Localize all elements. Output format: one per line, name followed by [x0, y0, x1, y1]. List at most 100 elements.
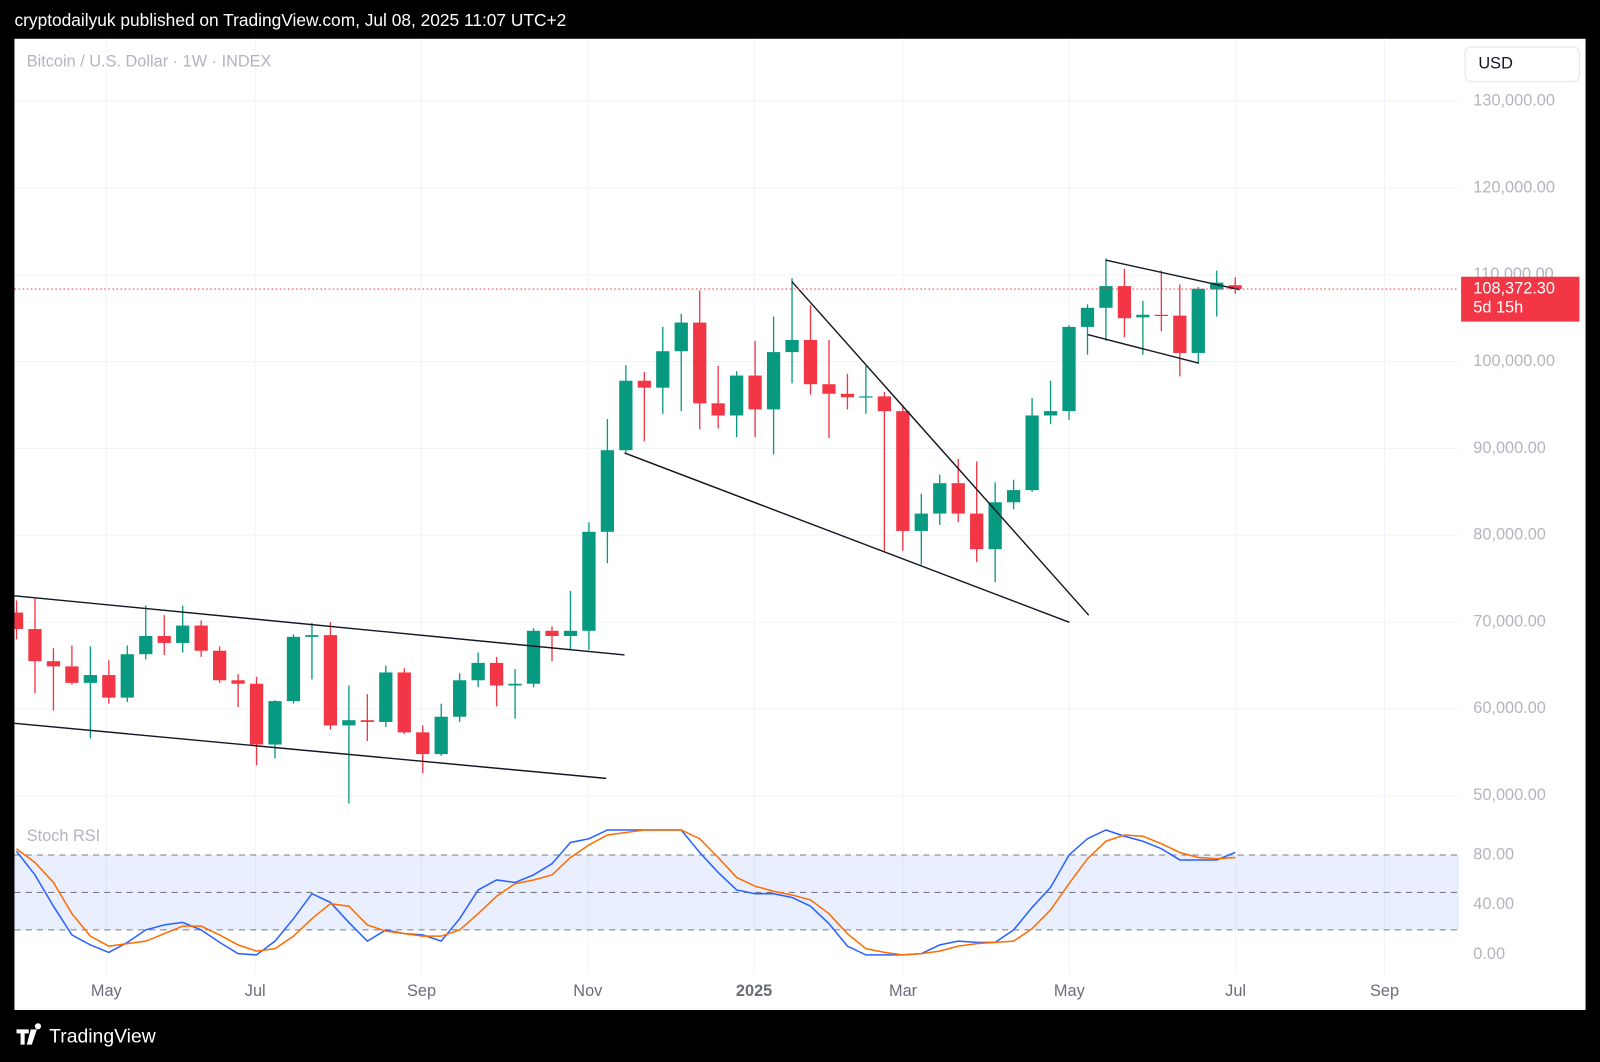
- y-tick-label: 80,000.00: [1473, 526, 1546, 544]
- x-tick-label: Sep: [1370, 982, 1399, 1000]
- footer-brand: TradingView: [49, 1026, 157, 1048]
- trendline: [791, 281, 1090, 616]
- candle-body: [933, 483, 947, 514]
- candle-body: [711, 403, 725, 416]
- candle-body: [914, 513, 928, 531]
- candle-body: [1210, 282, 1224, 290]
- stoch-line: [16, 829, 1236, 956]
- candle-body: [397, 672, 411, 733]
- stoch-band: [14, 854, 1460, 931]
- candle-body: [859, 396, 873, 398]
- candle-body: [1136, 314, 1150, 318]
- stoch-line: [15, 829, 1236, 956]
- candle-body: [951, 483, 965, 514]
- candle-body: [508, 683, 522, 686]
- candle-body: [212, 650, 227, 681]
- trendline: [624, 452, 1070, 623]
- candle-body: [434, 716, 448, 755]
- candle-body: [1006, 490, 1021, 503]
- stoch-tick-label: 40.00: [1473, 895, 1514, 913]
- trendline: [14, 595, 625, 656]
- chart-title: Bitcoin / U.S. Dollar · 1W · INDEX: [27, 53, 272, 71]
- candle-body: [1173, 315, 1187, 353]
- candle-body: [453, 680, 467, 717]
- indicator-title: Stoch RSI: [27, 827, 100, 845]
- header-text: cryptodailyuk published on TradingView.c…: [14, 10, 566, 30]
- last-price: 108,372.30 5d 15h: [14, 276, 1580, 322]
- trendline: [1105, 259, 1240, 291]
- y-tick-label: 120,000.00: [1473, 178, 1555, 196]
- candle-body: [194, 625, 208, 651]
- x-tick-label: Jul: [1225, 982, 1246, 1000]
- candle-body: [1043, 411, 1058, 416]
- stoch-tick-label: 0.00: [1473, 945, 1505, 963]
- x-tick-label: Nov: [573, 982, 603, 1000]
- candle-body: [656, 351, 670, 388]
- x-tick-label: Mar: [889, 982, 918, 1000]
- candle-body: [249, 683, 264, 745]
- candle-body: [14, 612, 24, 630]
- candle-body: [1191, 288, 1205, 353]
- candle-body: [730, 375, 744, 416]
- candle-body: [600, 450, 615, 532]
- candle-body: [120, 654, 134, 698]
- candle-body: [877, 396, 891, 412]
- candle-body: [748, 375, 762, 410]
- candle-body: [803, 339, 818, 385]
- candle-body: [1062, 326, 1076, 412]
- candle-body: [231, 680, 245, 684]
- candle-body: [360, 720, 374, 722]
- candle-body: [157, 635, 171, 643]
- candle-body: [1099, 286, 1113, 308]
- chart-area: [14, 38, 1586, 1010]
- candle-body: [693, 322, 707, 404]
- candle-body: [102, 675, 116, 698]
- candle-body: [970, 513, 984, 550]
- candle-body: [1154, 314, 1168, 316]
- stoch-tick-label: 80.00: [1473, 845, 1514, 863]
- axis-labels: 50,000.00 60,000.00 70,000.00 80,000.00 90,0…: [91, 92, 1555, 1000]
- candle-body: [1228, 285, 1242, 289]
- candles: [14, 258, 1242, 804]
- candle-body: [46, 661, 61, 667]
- candle-body: [83, 675, 97, 683]
- trendlines: [14, 259, 1240, 780]
- logo-icon: [16, 1023, 42, 1045]
- candle-body: [471, 662, 485, 681]
- x-tick-label: May: [91, 982, 123, 1000]
- trendline: [1087, 333, 1200, 364]
- candle-body: [822, 384, 836, 394]
- y-tick-label: 130,000.00: [1473, 92, 1555, 110]
- candle-body: [286, 636, 301, 702]
- currency[interactable]: USD: [1478, 55, 1512, 73]
- last-price-label: 108,372.30: [1473, 279, 1555, 297]
- candle-body: [305, 635, 319, 637]
- candle-body: [896, 411, 910, 531]
- x-tick-label: May: [1054, 982, 1086, 1000]
- candle-body: [416, 732, 430, 755]
- last-price-box: [1461, 276, 1580, 322]
- candle-body: [65, 666, 79, 683]
- candle-body: [545, 630, 559, 636]
- candle-body: [268, 701, 282, 745]
- candle-body: [489, 662, 504, 686]
- candle-body: [785, 339, 799, 353]
- candle-body: [139, 635, 153, 655]
- y-tick-label: 70,000.00: [1473, 612, 1546, 630]
- stoch-lines: [15, 829, 1236, 956]
- candle-body: [1025, 415, 1039, 491]
- candle-body: [28, 629, 42, 662]
- candle-body: [563, 630, 578, 636]
- footer-logo: TradingView: [16, 1023, 157, 1048]
- x-tick-label: Sep: [407, 982, 436, 1000]
- candle-body: [674, 322, 688, 352]
- y-tick-label: 50,000.00: [1473, 786, 1546, 804]
- grid: [14, 38, 1460, 975]
- candle-body: [840, 393, 855, 398]
- candle-body: [379, 672, 393, 722]
- candle-body: [342, 720, 356, 726]
- currency-box[interactable]: [1464, 46, 1580, 83]
- candle-body: [637, 380, 651, 388]
